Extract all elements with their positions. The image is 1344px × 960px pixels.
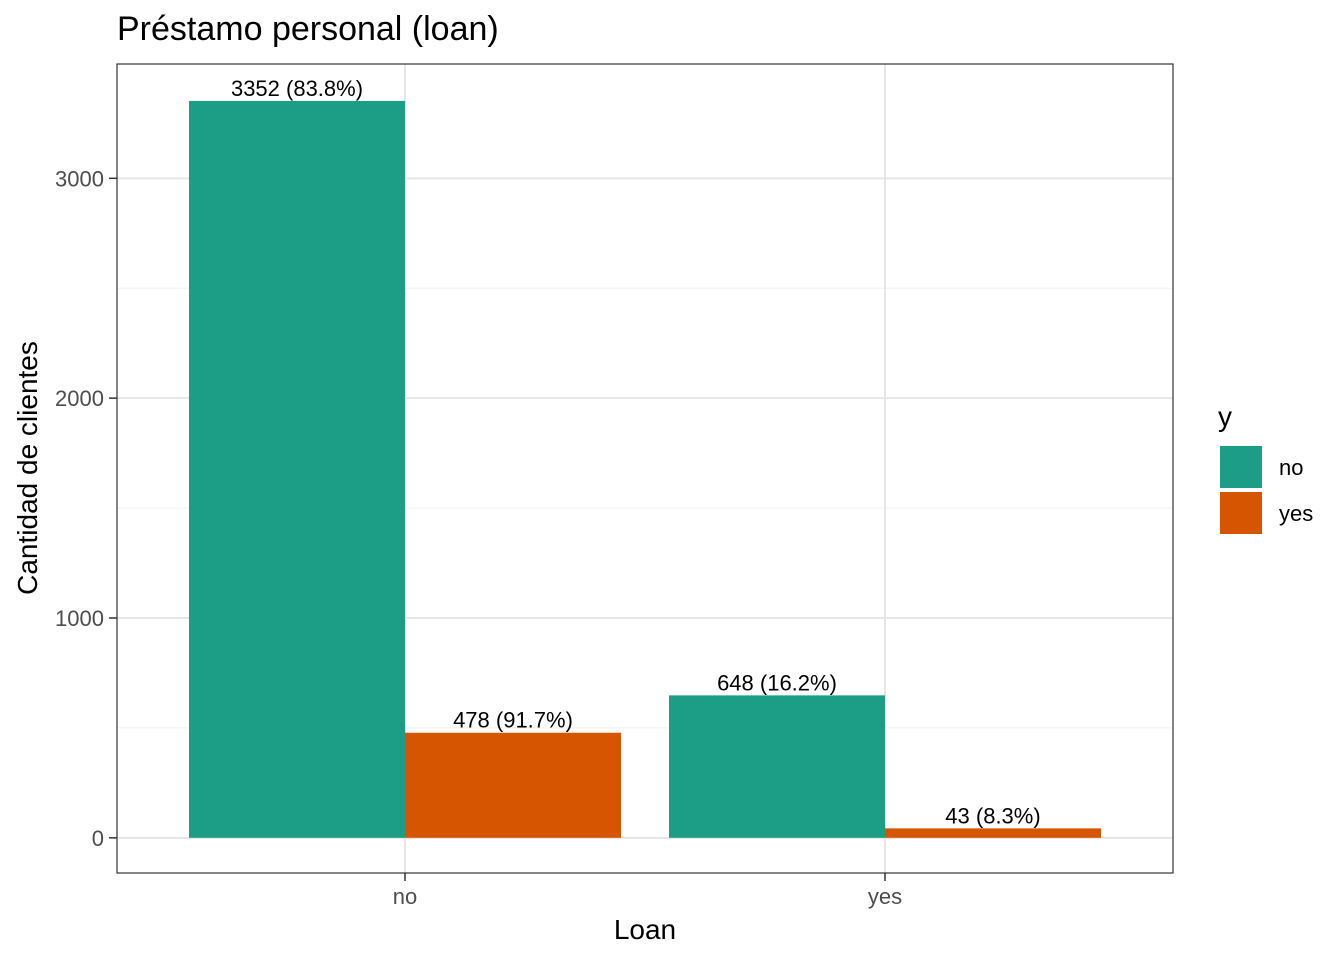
bar-yes-yes	[885, 828, 1101, 838]
legend-key-no	[1220, 446, 1262, 488]
legend-label-no: no	[1279, 455, 1303, 480]
y-tick-label: 3000	[55, 166, 104, 191]
legend-label-yes: yes	[1279, 501, 1313, 526]
bar-yes-no	[669, 695, 885, 838]
bar-data-label: 648 (16.2%)	[717, 670, 837, 695]
legend: y no yes	[1218, 401, 1313, 534]
panel-border	[116, 63, 1174, 874]
bar-data-label: 3352 (83.8%)	[231, 76, 363, 101]
legend-title: y	[1218, 401, 1232, 432]
chart-title: Préstamo personal (loan)	[117, 10, 499, 48]
bar-no-yes	[405, 732, 621, 838]
y-tick-label: 2000	[55, 386, 104, 411]
y-axis: 0 1000 2000 3000	[55, 166, 117, 851]
y-tick-label: 1000	[55, 606, 104, 631]
plot-panel: 3352 (83.8%) 648 (16.2%) 478 (91.7%) 43 (8.…	[116, 63, 1174, 874]
bar-data-label: 478 (91.7%)	[453, 708, 573, 733]
y-tick-label: 0	[92, 826, 104, 851]
legend-items: no yes	[1220, 446, 1313, 534]
bar-data-label: 43 (8.3%)	[945, 803, 1040, 828]
y-axis-title: Cantidad de clientes	[12, 341, 43, 595]
bars	[189, 100, 1101, 838]
bar-labels: 3352 (83.8%) 648 (16.2%) 478 (91.7%) 43 (8.…	[231, 76, 1041, 828]
x-axis: no yes	[393, 873, 902, 909]
legend-key-yes	[1220, 492, 1262, 534]
x-axis-title: Loan	[614, 914, 676, 945]
x-tick-label: no	[393, 884, 417, 909]
bar-no-no	[189, 100, 405, 838]
x-tick-label: yes	[868, 884, 902, 909]
